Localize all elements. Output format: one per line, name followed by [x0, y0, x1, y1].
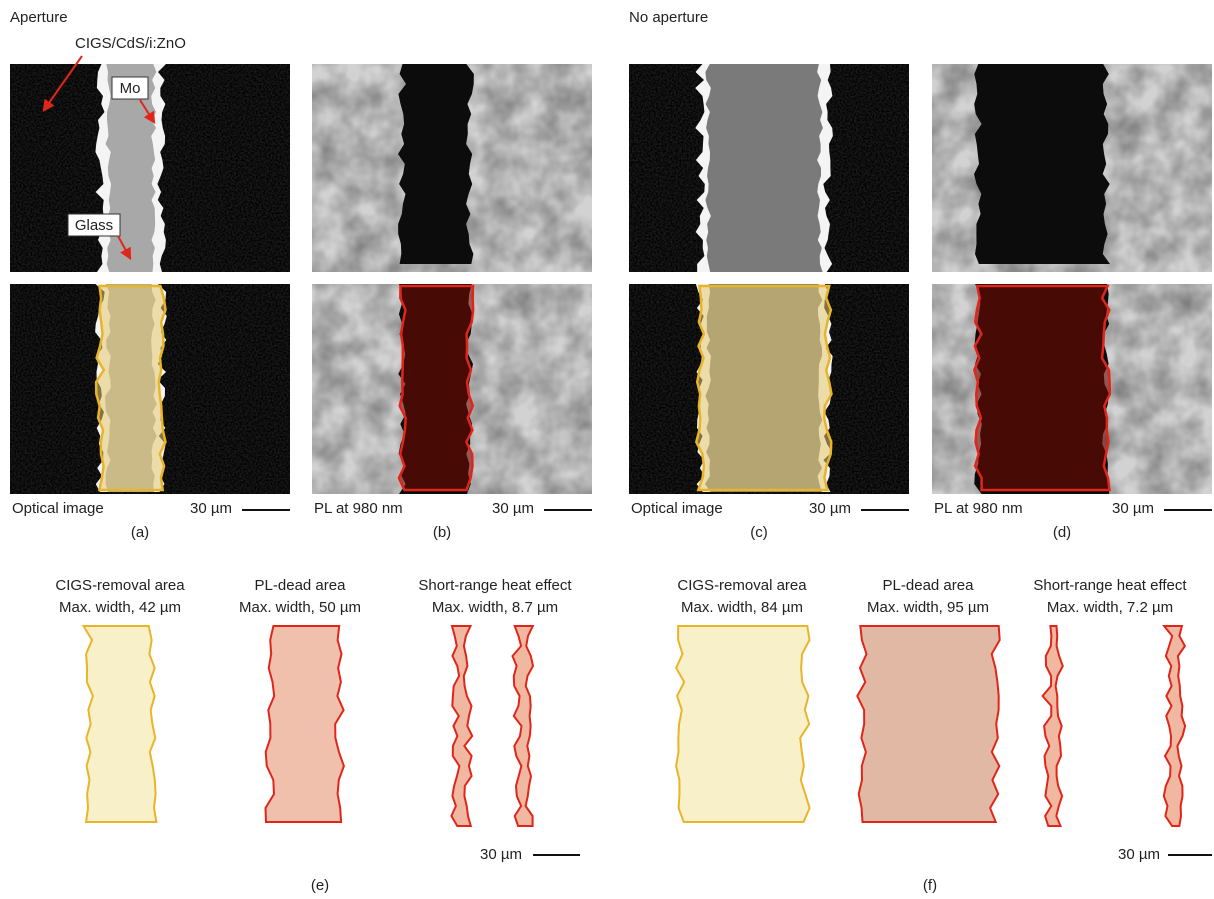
area-name: PL-dead area — [883, 577, 975, 594]
pl-dark — [974, 64, 1110, 264]
figure: Aperture No aperture Optical image 30 µm (a)… — [0, 0, 1214, 899]
area-name: Short-range heat effect — [1033, 577, 1187, 594]
annotation: Glass — [75, 217, 113, 234]
pl-dead-outline — [857, 626, 999, 822]
panel-label: (a) — [131, 524, 149, 541]
scale-text: 30 µm — [492, 500, 534, 517]
overlay — [399, 286, 473, 490]
removal-outline — [676, 626, 810, 822]
removal-outline — [84, 626, 157, 822]
area-width: Max. width, 50 µm — [239, 599, 361, 616]
pl-dead-outline — [266, 626, 344, 822]
pl-dark — [398, 64, 474, 264]
page: {"sections": [ {"title": "Aperture", "an… — [0, 0, 1214, 899]
scribe-floor — [705, 64, 823, 272]
area-width: Max. width, 7.2 µm — [1047, 599, 1173, 616]
heat-outline — [451, 626, 472, 826]
panel-label: (f) — [923, 877, 937, 894]
heat-outline — [1164, 626, 1185, 826]
panel-caption: PL at 980 nm — [934, 500, 1023, 517]
heat-outline — [1043, 626, 1063, 826]
panel-label: (e) — [311, 877, 329, 894]
scale-text: 30 µm — [809, 500, 851, 517]
area-width: Max. width, 84 µm — [681, 599, 803, 616]
scale-text: 30 µm — [1118, 846, 1160, 863]
panel-label: (b) — [433, 524, 451, 541]
area-name: CIGS-removal area — [55, 577, 185, 594]
panel-caption: Optical image — [12, 500, 104, 517]
scale-text: 30 µm — [480, 846, 522, 863]
scale-text: 30 µm — [190, 500, 232, 517]
scale-text: 30 µm — [1112, 500, 1154, 517]
area-width: Max. width, 95 µm — [867, 599, 989, 616]
annotation: Mo — [120, 80, 141, 97]
heat-outline — [513, 626, 534, 826]
area-width: Max. width, 42 µm — [59, 599, 181, 616]
panel-caption: Optical image — [631, 500, 723, 517]
area-name: PL-dead area — [255, 577, 347, 594]
panel-caption: PL at 980 nm — [314, 500, 403, 517]
panel-label: (c) — [750, 524, 768, 541]
area-name: Short-range heat effect — [418, 577, 572, 594]
area-width: Max. width, 8.7 µm — [432, 599, 558, 616]
overlay — [696, 286, 831, 490]
overlay — [974, 286, 1110, 490]
section-title: No aperture — [629, 9, 708, 26]
overlay — [96, 286, 165, 490]
section-title: Aperture — [10, 9, 68, 26]
annotation: CIGS/CdS/i:ZnO — [75, 35, 186, 52]
panel-label: (d) — [1053, 524, 1071, 541]
area-name: CIGS-removal area — [677, 577, 807, 594]
